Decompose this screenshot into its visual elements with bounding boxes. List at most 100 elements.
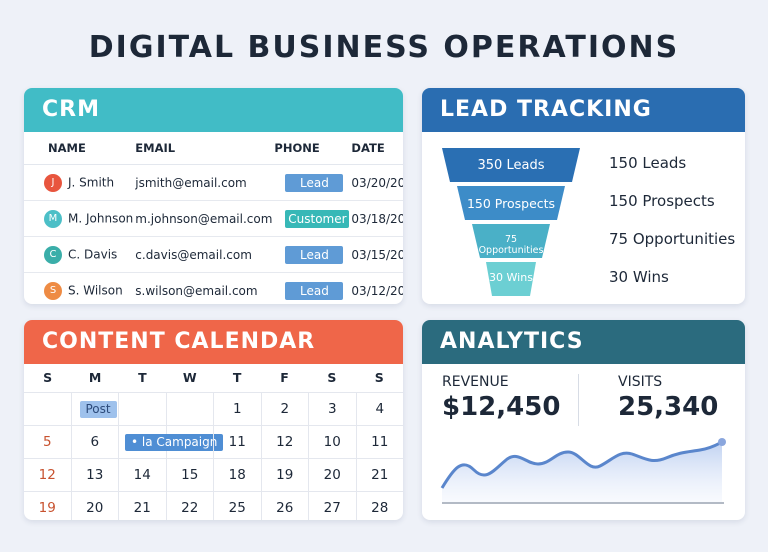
lead-count-wins: 30 Wins [609,268,669,286]
weekday-label: W [182,370,197,385]
column-header-date: DATE [350,132,403,165]
calendar-day[interactable] [24,393,72,425]
trend-sparkline [440,438,726,504]
analytics-title: ANALYTICS [422,320,745,364]
calendar-day[interactable]: 21 [371,467,389,483]
contact-name: J. Smith [68,175,115,189]
table-row[interactable]: M M. Johnson m.johnson@email.com Customer… [24,200,403,237]
calendar-day[interactable]: 11 [214,426,262,458]
funnel-chart [442,148,580,296]
calendar-day[interactable]: 10 [309,426,357,458]
calendar-day[interactable]: 21 [119,492,167,520]
funnel-step-leads [442,148,580,182]
calendar-day[interactable]: 28 [371,500,389,516]
calendar-day[interactable] [167,393,214,425]
event-campaign[interactable]: • la Campaign [125,434,224,451]
calendar-day[interactable]: 19 [24,492,72,520]
avatar: M [44,209,62,228]
page-title: DIGITAL BUSINESS OPERATIONS [88,30,680,65]
weekday-label: S [327,370,337,385]
calendar-day[interactable]: 3 [309,393,357,425]
contact-name-cell: C C. Davis [24,236,135,273]
calendar-day[interactable] [119,393,167,425]
weekday-label: M [88,370,102,385]
calendar-day[interactable] [167,426,214,458]
calendar-week: 19 20 21 22 25 26 27 28 [24,491,403,520]
calendar-day[interactable]: 19 [262,459,309,491]
calendar-day[interactable]: 25 [214,492,262,520]
crm-title: CRM [24,88,403,132]
sparkline-endpoint [718,438,726,446]
calendar-week: 12 13 14 15 18 19 20 21 [24,458,403,491]
contact-date: 03/20/2024 [350,164,403,201]
revenue-value: $12,450 [442,392,561,422]
avatar: S [44,281,62,300]
contact-name: S. Wilson [68,283,123,297]
avatar: J [44,173,62,192]
contact-name: M. Johnson [68,211,134,225]
calendar-day[interactable]: 11 [371,434,389,450]
calendar-weekday-row: S M T W T F S S [24,364,403,392]
visits-label: VISITS [618,374,663,390]
status-cell: Lead [273,273,350,305]
event-post[interactable]: Post [79,401,117,418]
column-header-name: NAME [24,132,135,165]
calendar-day[interactable]: 27 [309,492,357,520]
calendar-day[interactable]: Post [72,393,119,425]
calendar-day[interactable]: 20 [72,492,119,520]
calendar-day[interactable]: 20 [309,459,357,491]
calendar-day[interactable]: 4 [375,401,385,417]
lead-count-opportunities: 75 Opportunities [609,230,736,248]
calendar-day[interactable]: 22 [167,492,214,520]
crm-card: CRM NAME EMAIL PHONE DATE J J. Smith jsmi… [24,88,403,304]
calendar-week: 5 6 • la Campaign 11 12 10 11 [24,425,403,458]
calendar-week: Post 1 2 3 4 [24,392,403,425]
calendar-day[interactable]: 15 [167,459,214,491]
calendar-day[interactable]: 6 [72,426,119,458]
visits-value: 25,340 [618,392,719,422]
contact-email: m.johnson@email.com [134,200,274,237]
contact-email: jsmith@email.com [134,164,274,201]
status-badge: Customer [285,209,350,228]
weekday-label: T [232,370,242,385]
table-row[interactable]: J J. Smith jsmith@email.com Lead 03/20/20… [24,164,403,201]
calendar-day[interactable]: 2 [262,393,309,425]
calendar-day[interactable]: 26 [262,492,309,520]
content-calendar-card: CONTENT CALENDAR S M T W T F S S Post 1 … [24,320,403,520]
contact-name: C. Davis [68,247,118,261]
contact-date: 03/15/2024 [350,236,403,273]
status-badge: Lead [285,281,344,300]
weekday-label: F [280,370,289,385]
contact-date: 03/12/2024 [351,283,403,298]
calendar-day[interactable]: 13 [72,459,119,491]
funnel-label-opportunities: 75 Opportunities [478,234,544,256]
status-cell: Lead [273,236,351,273]
calendar-day[interactable]: 5 [24,426,72,458]
contact-name-cell: M M. Johnson [24,200,135,237]
funnel-label-leads: 350 Leads [477,158,545,173]
table-row[interactable]: S S. Wilson s.wilson@email.com Lead 03/12… [24,273,403,305]
calendar-day[interactable]: 14 [119,459,167,491]
avatar: C [44,245,62,264]
funnel-step-wins [486,262,536,296]
funnel-label-wins: 30 Wins [489,271,533,284]
funnel-label-prospects: 150 Prospects [466,196,556,211]
column-header-email: EMAIL [134,132,274,165]
contact-date: 03/18/2024 [350,200,403,237]
calendar-day[interactable]: 12 [262,426,309,458]
calendar-day[interactable]: 1 [214,393,262,425]
calendar-day[interactable]: 12 [24,459,72,491]
calendar-grid: S M T W T F S S Post 1 2 3 4 5 6 • la Ca… [24,364,403,520]
weekday-label: T [138,370,147,385]
funnel-step-opportunities [472,224,550,258]
funnel-step-prospects [457,186,565,220]
lead-count-prospects: 150 Prospects [609,192,715,210]
status-badge: Lead [285,245,344,264]
status-cell: Lead [273,164,351,201]
table-header-row: NAME EMAIL PHONE DATE [24,132,403,165]
table-row[interactable]: C C. Davis c.davis@email.com Lead 03/15/2… [24,236,403,273]
revenue-label: REVENUE [442,374,509,390]
calendar-day[interactable]: 18 [214,459,262,491]
calendar-day[interactable]: • la Campaign [119,426,224,458]
lead-tracking-card: LEAD TRACKING 350 Leads 150 Prospects 75… [422,88,745,304]
